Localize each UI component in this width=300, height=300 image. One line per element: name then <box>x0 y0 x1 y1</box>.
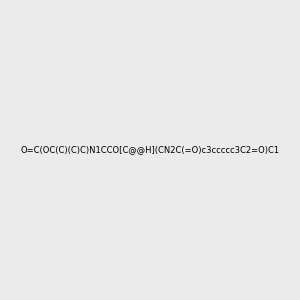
Text: O=C(OC(C)(C)C)N1CCO[C@@H](CN2C(=O)c3ccccc3C2=O)C1: O=C(OC(C)(C)C)N1CCO[C@@H](CN2C(=O)c3cccc… <box>20 146 280 154</box>
